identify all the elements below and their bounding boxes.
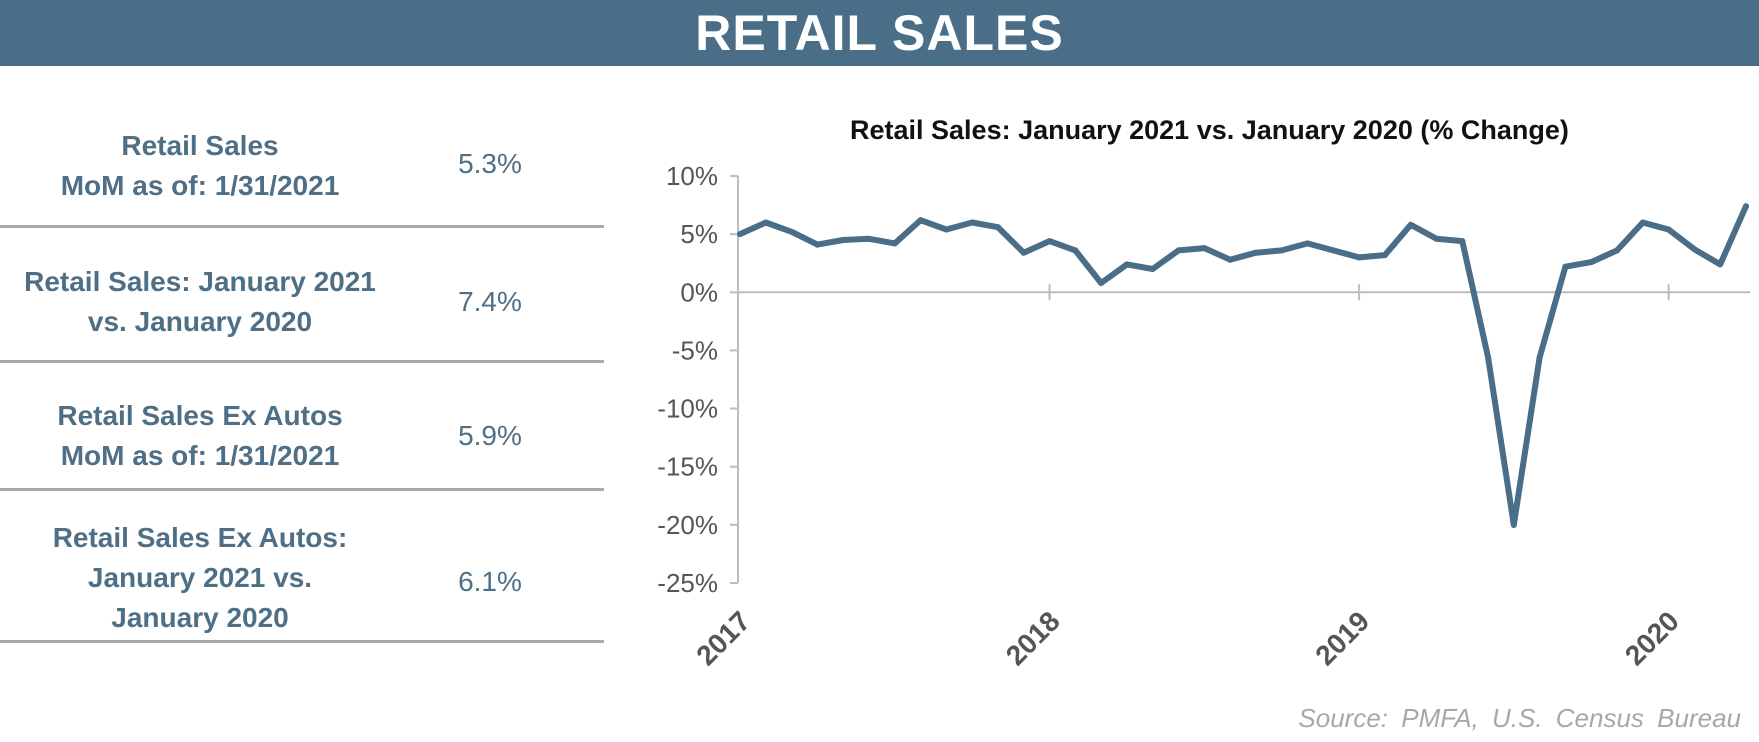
data-point [788, 228, 795, 235]
data-point [1175, 247, 1182, 254]
data-point [1072, 247, 1079, 254]
data-point [1485, 354, 1492, 361]
stat-label-line: MoM as of: 1/31/2021 [60, 440, 340, 471]
stat-label-line: Retail Sales: January 2021 [24, 266, 376, 297]
stat-label: Retail Sales: January 2021 vs. January 2… [0, 262, 400, 342]
stat-value: 5.3% [458, 148, 522, 179]
stat-label: Retail Sales Ex Autos: January 2021 vs. … [0, 518, 400, 638]
data-point [1510, 521, 1517, 528]
data-point [814, 241, 821, 248]
stat-label: Retail Sales MoM as of: 1/31/2021 [0, 126, 400, 206]
data-point [994, 224, 1001, 231]
stats-panel: Retail Sales MoM as of: 1/31/2021 5.3% R… [0, 0, 604, 742]
data-point [1717, 261, 1724, 268]
y-tick-label: 5% [680, 219, 718, 249]
y-tick-label: 10% [666, 161, 718, 191]
data-point [1020, 249, 1027, 256]
x-tick-label: 2017 [690, 605, 756, 671]
data-point [1691, 246, 1698, 253]
data-point [1227, 256, 1234, 263]
y-tick-label: -15% [657, 452, 718, 482]
y-tick-label: -25% [657, 568, 718, 598]
y-tick-label: -20% [657, 510, 718, 540]
stat-divider [0, 360, 604, 363]
data-point [1588, 259, 1595, 266]
y-tick-label: -5% [672, 335, 718, 365]
data-point [1278, 247, 1285, 254]
stat-label-line: January 2020 [111, 602, 289, 633]
stat-label-line: Retail Sales [121, 130, 279, 161]
stat-divider [0, 225, 604, 228]
stat-label-line: Retail Sales Ex Autos: [52, 522, 348, 553]
data-point [865, 235, 872, 242]
data-point [1407, 221, 1414, 228]
data-point [737, 231, 743, 238]
data-point [917, 217, 924, 224]
data-point [1639, 219, 1646, 226]
title-banner: RETAIL SALES [0, 0, 1759, 66]
stat-value: 6.1% [458, 566, 522, 597]
data-point [762, 219, 769, 226]
data-point [1665, 226, 1672, 233]
data-point [1149, 266, 1156, 273]
data-point [1201, 245, 1208, 252]
stat-divider [0, 488, 604, 491]
x-tick-label: 2020 [1619, 605, 1685, 671]
data-point [1098, 279, 1105, 286]
x-tick-label: 2018 [1000, 605, 1066, 671]
data-point [1536, 354, 1543, 361]
stat-value: 7.4% [458, 286, 522, 317]
y-tick-label: 0% [680, 277, 718, 307]
data-point [1381, 252, 1388, 259]
data-point [840, 236, 847, 243]
x-tick-label: 2019 [1309, 605, 1375, 671]
data-point [1356, 254, 1363, 261]
data-point [1433, 235, 1440, 242]
data-point [1743, 203, 1749, 210]
data-point [969, 219, 976, 226]
data-point [891, 240, 898, 247]
data-point [1562, 263, 1569, 270]
banner-title: RETAIL SALES [695, 5, 1064, 61]
data-point [1614, 247, 1621, 254]
series-line [737, 203, 1749, 528]
stat-label-line: MoM as of: 1/31/2021 [60, 170, 340, 201]
data-point [1252, 249, 1259, 256]
stat-label-line: January 2021 vs. [87, 562, 313, 593]
data-point [1330, 247, 1337, 254]
stat-label-line: vs. January 2020 [87, 306, 313, 337]
stat-label: Retail Sales Ex Autos MoM as of: 1/31/20… [0, 396, 400, 476]
data-point [1459, 238, 1466, 245]
stat-label-line: Retail Sales Ex Autos [57, 400, 343, 431]
data-point [1304, 240, 1311, 247]
chart-title: Retail Sales: January 2021 vs. January 2… [850, 115, 1569, 145]
stat-value: 5.9% [458, 420, 522, 451]
stat-divider [0, 640, 604, 643]
data-point [943, 226, 950, 233]
source-note: Source: PMFA, U.S. Census Bureau [1298, 703, 1741, 733]
data-point [1046, 238, 1053, 245]
data-point [1123, 261, 1130, 268]
y-tick-label: -10% [657, 394, 718, 424]
